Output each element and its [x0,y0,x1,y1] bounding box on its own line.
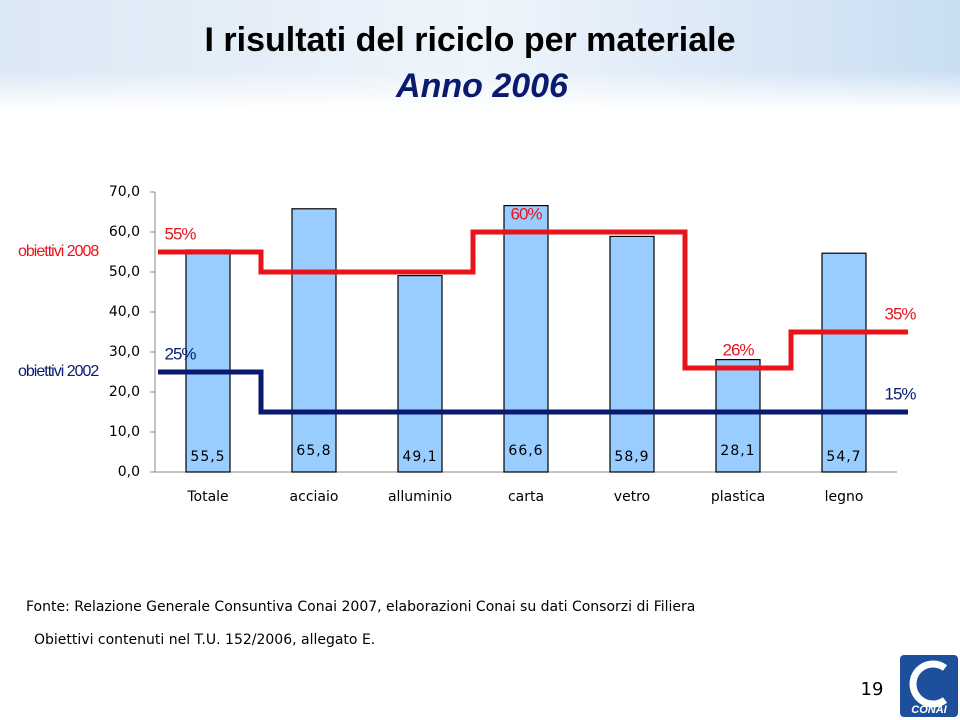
target-step-line [158,229,908,371]
x-tick-label: vetro [614,489,650,505]
bar [503,205,549,473]
y-tick-label: 20,0 [109,384,140,400]
x-tick-label: acciaio [290,489,339,505]
y-tick-label: 40,0 [109,304,140,320]
header-fade [0,70,960,110]
target-label: 60% [510,204,542,223]
x-tick-label: alluminio [388,489,452,505]
subtitle: Anno 2006 [395,67,569,105]
x-tick-label: plastica [711,489,765,505]
data-label: 55,5 [190,449,225,465]
title: I risultati del riciclo per materiale [205,21,736,59]
bar [185,249,231,473]
target-step-line [158,369,908,415]
logo: CONAI [900,655,958,717]
y-tick-label: 0,0 [118,464,140,480]
data-label: 66,6 [508,443,543,459]
data-label: 28,1 [720,443,755,459]
bar [397,275,443,473]
target-label: 55% [164,224,196,243]
y-tick-label: 60,0 [109,224,140,240]
logo-text: CONAI [911,704,947,716]
data-label: 49,1 [402,449,437,465]
data-label: 58,9 [614,449,649,465]
footnote: Obiettivi contenuti nel T.U. 152/2006, a… [34,632,375,648]
chart: 0,0 10,0 20,0 30,0 40,0 50,0 60,0 70,0 Totale 55,… [18,184,917,505]
x-tick-label: carta [508,489,544,505]
x-tick-label: legno [825,489,864,505]
data-label: 54,7 [826,449,861,465]
bar [291,208,337,473]
x-tick-label: Totale [186,489,228,505]
bar [821,252,867,473]
y-tick-label: 10,0 [109,424,140,440]
bar [715,359,761,473]
source-note: Fonte: Relazione Generale Consuntiva Con… [26,599,695,615]
legend-label: obiettivi 2002 [18,363,99,380]
data-label: 65,8 [296,443,331,459]
page-number: 19 [861,679,884,700]
y-tick-label: 50,0 [109,264,140,280]
target-label: 26% [722,340,754,359]
y-tick-label: 70,0 [109,184,140,200]
logo-swoosh [909,660,948,708]
target-label: 15% [884,384,916,403]
target-label: 35% [884,304,916,323]
y-tick-label: 30,0 [109,344,140,360]
legend-label: obiettivi 2008 [18,243,99,260]
target-label: 25% [164,344,196,363]
bar [609,235,655,473]
